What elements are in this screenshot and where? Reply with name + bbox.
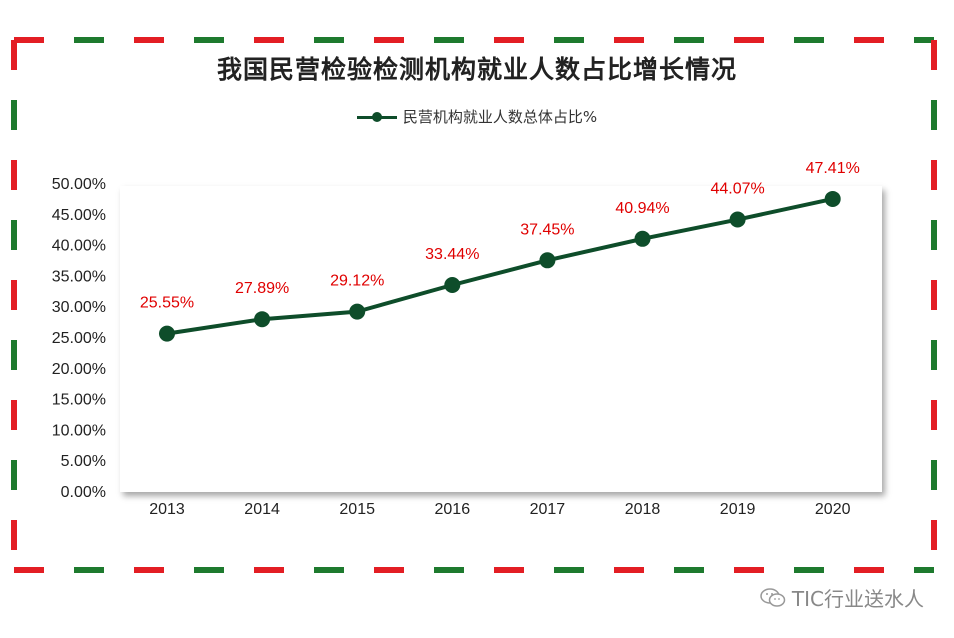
data-point bbox=[634, 230, 651, 247]
y-tick-label: 40.00% bbox=[52, 238, 106, 255]
series-line bbox=[166, 196, 834, 336]
chart-title: 我国民营检验检测机构就业人数占比增长情况 bbox=[216, 55, 737, 84]
watermark: TIC行业送水人 bbox=[760, 583, 924, 612]
y-tick-label: 0.00% bbox=[61, 484, 106, 501]
x-tick-label: 2013 bbox=[149, 501, 185, 518]
y-tick-label: 30.00% bbox=[52, 299, 106, 316]
x-tick-label: 2019 bbox=[720, 501, 756, 518]
data-point bbox=[729, 211, 746, 228]
data-label: 33.44% bbox=[425, 246, 479, 263]
legend-line-marker-icon bbox=[356, 111, 397, 123]
data-label: 25.55% bbox=[140, 295, 194, 312]
y-tick-label: 45.00% bbox=[52, 207, 106, 224]
data-point bbox=[824, 190, 841, 207]
data-label: 40.94% bbox=[615, 200, 669, 217]
data-point bbox=[254, 311, 271, 328]
y-tick-label: 5.00% bbox=[61, 453, 106, 470]
data-label: 27.89% bbox=[235, 280, 289, 297]
x-tick-label: 2014 bbox=[244, 501, 280, 518]
wechat-icon bbox=[760, 587, 786, 607]
legend-label: 民营机构就业人数总体占比% bbox=[402, 108, 598, 126]
data-point bbox=[159, 325, 175, 342]
x-tick-label: 2015 bbox=[339, 501, 375, 518]
plot-area bbox=[120, 186, 882, 492]
legend: 民营机构就业人数总体占比% bbox=[0, 106, 954, 127]
watermark-text: TIC行业送水人 bbox=[791, 587, 924, 611]
data-point bbox=[539, 252, 556, 269]
data-label: 44.07% bbox=[710, 181, 764, 198]
data-point bbox=[444, 277, 461, 294]
y-tick-label: 10.00% bbox=[52, 422, 106, 439]
y-tick-label: 20.00% bbox=[52, 361, 106, 378]
x-tick-label: 2020 bbox=[815, 501, 851, 518]
x-tick-label: 2016 bbox=[435, 501, 471, 518]
x-tick-label: 2017 bbox=[530, 501, 566, 518]
y-tick-label: 50.00% bbox=[52, 176, 106, 193]
x-tick-label: 2018 bbox=[625, 501, 661, 518]
y-tick-label: 15.00% bbox=[52, 392, 106, 409]
y-tick-label: 35.00% bbox=[52, 268, 106, 285]
data-label: 37.45% bbox=[520, 221, 574, 238]
data-point bbox=[349, 303, 366, 320]
y-tick-label: 25.00% bbox=[52, 330, 106, 347]
data-label: 47.41% bbox=[806, 160, 860, 177]
data-label: 29.12% bbox=[330, 273, 384, 290]
